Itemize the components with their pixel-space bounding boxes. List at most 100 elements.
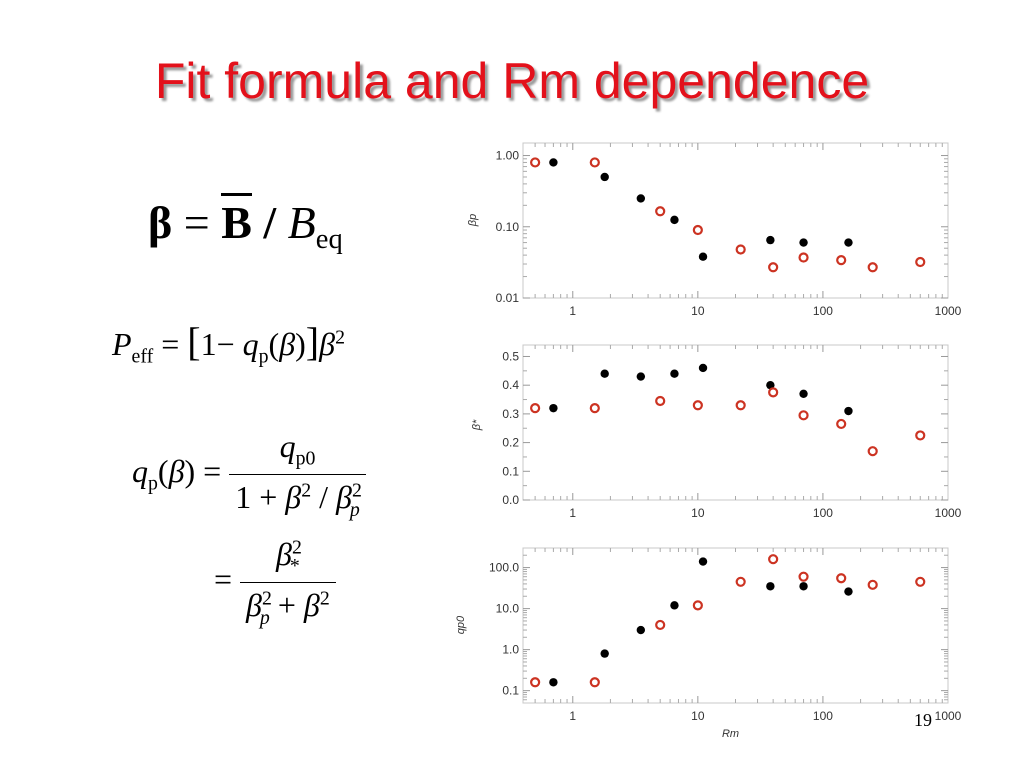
data-point-filled bbox=[670, 601, 679, 610]
y-tick-label: 0.4 bbox=[502, 378, 519, 392]
y-axis-label: βp bbox=[467, 214, 479, 227]
data-point-filled bbox=[766, 235, 775, 245]
data-point-filled bbox=[698, 557, 708, 566]
q-p-alt-equation: = β2* β2p + β2 bbox=[214, 536, 336, 630]
fraction: qp0 1 + β2 / β2p bbox=[229, 428, 366, 522]
y-tick-label: 0.10 bbox=[496, 220, 520, 234]
superscript: 2 bbox=[351, 479, 362, 502]
x-tick-label: 1 bbox=[569, 304, 576, 318]
data-point-filled bbox=[549, 158, 558, 167]
one: 1 bbox=[200, 326, 217, 362]
slide-title: Fit formula and Rm dependence bbox=[154, 53, 870, 109]
q-subscript: p bbox=[148, 472, 158, 495]
x-tick-label: 1000 bbox=[935, 304, 962, 318]
data-point-open bbox=[836, 418, 847, 430]
slash: / bbox=[319, 479, 329, 516]
data-point-open bbox=[915, 576, 926, 587]
y-tick-label: 0.1 bbox=[502, 684, 519, 698]
x-tick-label: 1 bbox=[569, 506, 576, 520]
data-point-filled bbox=[799, 582, 808, 591]
data-point-filled bbox=[600, 369, 609, 378]
beta-symbol: β bbox=[319, 326, 336, 362]
q-subscript: p bbox=[258, 345, 269, 368]
x-tick-label: 1 bbox=[569, 709, 576, 723]
chart-panel-2: 1 10 100 1000 0.0 0.1 0.2 0.3 0.4 0.5 β* bbox=[471, 344, 962, 520]
data-point-filled bbox=[799, 238, 808, 247]
p-symbol: P bbox=[112, 326, 132, 362]
page-number: 19 bbox=[914, 710, 932, 730]
data-point-open bbox=[867, 262, 878, 273]
y-axis-label: β* bbox=[471, 419, 483, 431]
x-tick-label: 1000 bbox=[935, 506, 962, 520]
y-tick-label: 100.0 bbox=[489, 561, 519, 575]
data-point-filled bbox=[636, 625, 646, 635]
data-point-filled bbox=[698, 363, 708, 373]
beta-symbol: β bbox=[168, 453, 185, 490]
fraction-numerator: β2* bbox=[240, 536, 336, 584]
right-paren: ) bbox=[295, 326, 306, 362]
left-paren: ( bbox=[157, 453, 169, 490]
equals-sign: = bbox=[161, 326, 180, 362]
left-bracket: [ bbox=[187, 319, 201, 364]
y-tick-label: 0.2 bbox=[502, 436, 519, 450]
data-point-open bbox=[798, 410, 809, 421]
data-point-open bbox=[768, 554, 779, 565]
q-symbol: q bbox=[132, 453, 148, 490]
data-point-open bbox=[530, 677, 541, 688]
p-subscript: p bbox=[349, 498, 360, 521]
one: 1 bbox=[235, 479, 252, 516]
fraction-denominator: β2p + β2 bbox=[240, 583, 336, 629]
equals-sign: = bbox=[183, 197, 210, 248]
data-point-open bbox=[867, 446, 878, 457]
data-point-filled bbox=[766, 380, 775, 390]
data-point-open bbox=[655, 395, 666, 407]
data-point-filled bbox=[698, 252, 708, 261]
right-paren: ) bbox=[184, 453, 196, 490]
beta-symbol: β bbox=[148, 197, 173, 248]
slash: / bbox=[263, 197, 277, 248]
x-tick-label: 10 bbox=[691, 506, 705, 520]
left-paren: ( bbox=[268, 326, 280, 362]
eq-subscript: eq bbox=[315, 224, 343, 256]
y-axis-label: qp0 bbox=[455, 615, 467, 634]
x-tick-label: 10 bbox=[691, 304, 705, 318]
data-point-open bbox=[530, 157, 541, 168]
beta-symbol: β bbox=[285, 479, 302, 516]
data-point-open bbox=[836, 573, 847, 584]
data-point-open bbox=[798, 571, 809, 582]
q-symbol: q bbox=[242, 326, 259, 362]
plus-sign: + bbox=[277, 587, 296, 624]
x-tick-label: 10 bbox=[691, 709, 705, 723]
data-point-open bbox=[655, 206, 666, 217]
data-point-open bbox=[915, 256, 926, 268]
x-tick-label: 100 bbox=[813, 709, 833, 723]
right-bracket: ] bbox=[305, 319, 320, 364]
p-subscript: p bbox=[259, 606, 270, 629]
data-point-filled bbox=[844, 238, 853, 247]
superscript: 2 bbox=[261, 587, 272, 610]
x-tick-label: 100 bbox=[813, 304, 833, 318]
data-point-open bbox=[530, 403, 541, 414]
beta-symbol: β bbox=[279, 326, 296, 362]
data-point-filled bbox=[844, 406, 853, 416]
superscript: 2 bbox=[291, 536, 302, 559]
p-eff-equation: Peff = [1− qp(β)]β2 bbox=[112, 318, 345, 368]
data-point-open bbox=[735, 244, 746, 255]
data-point-filled bbox=[799, 389, 808, 398]
y-tick-label: 0.5 bbox=[502, 349, 519, 363]
beta-definition-equation: β = B / Beq bbox=[148, 193, 343, 256]
y-tick-label: 0.0 bbox=[502, 493, 519, 507]
b-symbol: B bbox=[287, 197, 316, 248]
x-tick-label: 100 bbox=[813, 506, 833, 520]
q-subscript: p0 bbox=[295, 447, 316, 470]
beta-symbol: β bbox=[303, 587, 320, 624]
data-point-open bbox=[836, 255, 847, 266]
data-point-filled bbox=[844, 587, 853, 596]
plus-sign: + bbox=[259, 479, 278, 516]
plot-frame bbox=[522, 344, 949, 501]
plot-frame bbox=[522, 547, 949, 704]
minus-sign: − bbox=[216, 326, 235, 362]
data-point-filled bbox=[670, 369, 679, 378]
data-point-filled bbox=[636, 372, 646, 381]
